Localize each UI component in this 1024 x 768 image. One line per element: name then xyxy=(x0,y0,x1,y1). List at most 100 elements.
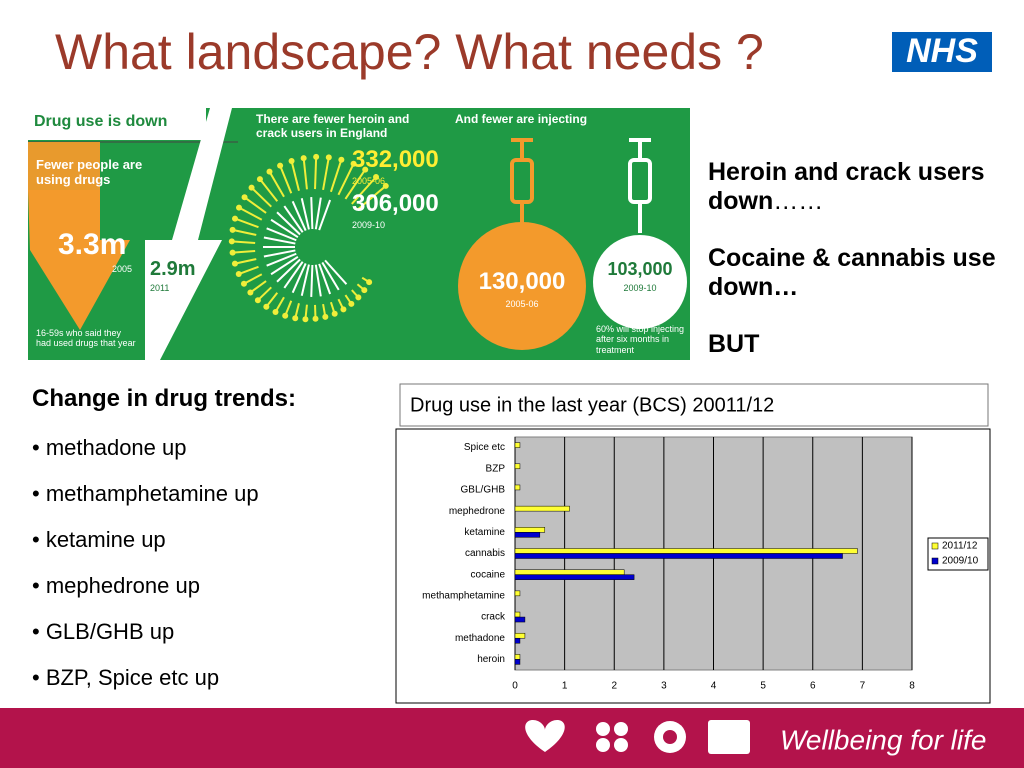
y-tick-label: GBL/GHB xyxy=(461,485,506,496)
y-tick-label: heroin xyxy=(477,654,505,665)
x-tick-label: 8 xyxy=(909,681,915,692)
summary-line: BUT xyxy=(708,330,760,358)
bar xyxy=(514,632,526,639)
sun-ray xyxy=(270,218,299,239)
sun-ray xyxy=(232,250,256,254)
sun-dot xyxy=(277,162,284,169)
sun-ray xyxy=(291,200,307,231)
sun-ray xyxy=(234,258,257,265)
sun-ray xyxy=(300,264,310,296)
sun-dot xyxy=(373,173,380,180)
orange-circle xyxy=(458,222,586,350)
sun-ray xyxy=(314,197,322,230)
bar xyxy=(514,553,843,559)
bar xyxy=(514,548,858,554)
sun-ray xyxy=(276,258,301,283)
sun-ray xyxy=(302,157,308,190)
info-number: 3.3m xyxy=(58,228,127,261)
y-tick-label: cannabis xyxy=(465,548,505,559)
orange-arrow xyxy=(28,190,130,330)
sun-ray xyxy=(283,261,304,289)
sun-dot xyxy=(300,155,307,162)
legend-label: 2011/12 xyxy=(942,541,978,552)
sun-dot xyxy=(312,315,319,322)
sun-ray xyxy=(234,217,259,229)
sun-dot xyxy=(366,279,373,286)
sun-dot xyxy=(355,294,362,301)
sun-ray xyxy=(257,286,272,301)
sun-dot xyxy=(254,297,261,304)
sun-ray xyxy=(356,185,387,211)
y-tick-label: methadone xyxy=(455,633,505,644)
nhs-logo xyxy=(892,32,992,72)
sun-ray xyxy=(321,261,340,291)
sun-dot xyxy=(322,313,329,320)
x-tick-label: 7 xyxy=(860,681,866,692)
sun-dot xyxy=(240,280,247,287)
info-note: 16-59s who said they had used drugs that… xyxy=(36,328,136,349)
info-year: 2005-06 xyxy=(352,176,386,186)
info-heading: There are fewer heroin and crack users i… xyxy=(256,112,410,140)
y-tick-label: methamphetamine xyxy=(422,591,505,602)
sun-dot xyxy=(348,300,355,307)
sun-dot xyxy=(241,194,248,201)
sun-ray xyxy=(310,196,314,230)
sun-dot xyxy=(382,182,389,189)
bar xyxy=(514,574,635,580)
sun-ray xyxy=(243,273,263,285)
sun-ray xyxy=(238,265,259,275)
bar xyxy=(514,527,546,533)
sun-dot xyxy=(350,160,357,167)
sun-ray xyxy=(351,176,377,205)
info-number: 332,000 xyxy=(352,146,439,173)
sun-dot xyxy=(235,271,242,278)
white-arrow xyxy=(145,108,232,360)
syringe-orange xyxy=(510,138,534,225)
sun-dot xyxy=(331,310,338,317)
legend-label: 2009/10 xyxy=(942,556,979,567)
info-year: 2009-10 xyxy=(352,220,386,230)
info-heading: And fewer are injecting xyxy=(455,112,588,126)
sun-dot xyxy=(340,306,347,313)
legend-swatch xyxy=(931,542,939,550)
sun-ray xyxy=(310,264,314,298)
info-number: 2.9m xyxy=(150,258,196,280)
sun-ray xyxy=(314,156,318,190)
sun-ray xyxy=(266,227,297,242)
sun-ray xyxy=(283,205,304,233)
info-year: 2011 xyxy=(150,283,170,293)
slide-title: What landscape? What needs ? xyxy=(55,24,764,80)
sun-ray xyxy=(324,259,348,285)
y-tick-label: mephedrone xyxy=(449,506,506,517)
sunburst xyxy=(228,153,389,323)
info-heading: Drug use is down xyxy=(34,113,168,130)
info-number: 130,000 xyxy=(478,268,566,295)
x-tick-label: 0 xyxy=(512,681,518,692)
trend-item: • methadone up xyxy=(32,435,187,460)
sun-ray xyxy=(231,240,256,244)
footer-icon-center xyxy=(663,730,677,744)
bar xyxy=(514,463,521,470)
sun-ray xyxy=(243,196,267,214)
chart: 0 1 2 3 4 5 6 7 8 Spice etc BZP GBL/GHB mephedrone ke… xyxy=(422,436,989,692)
orange-arrow-top xyxy=(28,142,100,190)
sun-dot xyxy=(338,156,345,163)
sun-dot xyxy=(302,316,309,323)
y-tick-label: ketamine xyxy=(464,527,505,538)
sun-ray xyxy=(318,199,332,231)
trend-item: • GLB/GHB up xyxy=(32,619,175,644)
sun-dot xyxy=(229,249,236,256)
sun-dot xyxy=(232,215,239,222)
bar xyxy=(514,442,521,448)
legend-swatch xyxy=(931,557,939,565)
sun-dot xyxy=(292,315,299,322)
sun-ray xyxy=(232,228,257,236)
sun-ray xyxy=(322,157,330,191)
x-tick-label: 2 xyxy=(611,681,617,692)
bar xyxy=(514,569,625,575)
info-note: 60% will stop injecting after six months… xyxy=(596,324,685,355)
bar xyxy=(514,505,570,512)
infographic-background xyxy=(28,108,690,360)
